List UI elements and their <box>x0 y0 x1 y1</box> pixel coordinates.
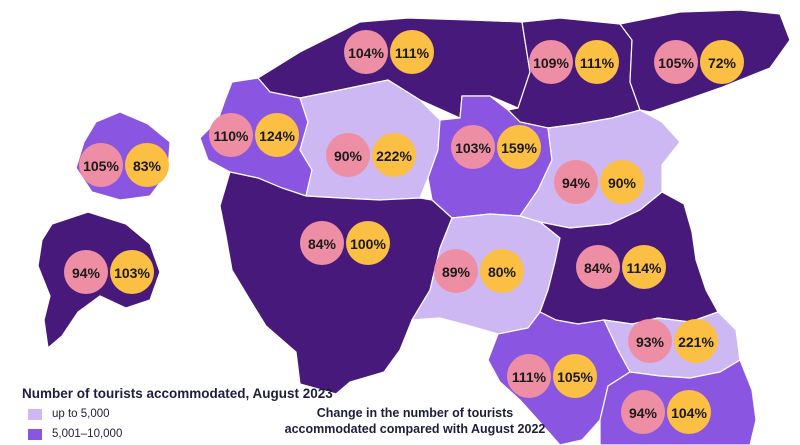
badge-yellow-ida-viru <box>700 40 744 84</box>
legend-item-medium: 5,001–10,000 <box>28 428 122 440</box>
badge-label-yellow-saare: 103% <box>114 265 150 281</box>
badge-pink-rapla <box>326 133 370 177</box>
badge-label-pink-harju: 104% <box>348 45 384 61</box>
badge-label-yellow-jarva: 159% <box>501 140 537 156</box>
badge-label-yellow-hiiu: 83% <box>133 158 162 174</box>
badge-label-pink-voru: 94% <box>629 405 658 421</box>
badge-yellow-tartu <box>622 245 666 289</box>
legend-label-medium: 5,001–10,000 <box>52 428 123 440</box>
badge-label-pink-hiiu: 105% <box>83 158 119 174</box>
badge-label-pink-valga: 111% <box>512 369 547 385</box>
badge-label-pink-saare: 94% <box>72 265 101 281</box>
badge-layer: 104% 111% 109% 111% 105% 72% 110% 124% 105% 83% 90… <box>64 30 744 434</box>
badge-label-yellow-viljandi: 80% <box>488 264 517 280</box>
change-caption-line1: Change in the number of tourists <box>316 406 514 420</box>
badge-yellow-parnu <box>346 221 390 265</box>
badge-yellow-laane <box>255 113 299 157</box>
badge-yellow-valga <box>553 354 597 398</box>
badge-pink-ida-viru <box>654 40 698 84</box>
legend-item-light: up to 5,000 <box>28 408 110 420</box>
badge-yellow-jarva <box>497 125 541 169</box>
badge-label-yellow-parnu: 100% <box>350 236 386 252</box>
badge-pink-laane-viru <box>529 40 573 84</box>
badge-label-yellow-jogeva: 90% <box>608 175 637 191</box>
badge-pink-tartu <box>576 245 620 289</box>
badge-label-yellow-valga: 105% <box>557 369 593 385</box>
badge-label-pink-parnu: 84% <box>308 236 337 252</box>
badge-yellow-polva <box>674 319 718 363</box>
badge-label-yellow-laane-viru: 111% <box>580 55 615 71</box>
badge-yellow-hiiu <box>125 143 169 187</box>
badge-pink-laane <box>209 113 253 157</box>
badge-label-yellow-rapla: 222% <box>376 148 412 164</box>
badge-pink-jarva <box>451 125 495 169</box>
badge-pink-saare <box>64 250 108 294</box>
badge-label-pink-rapla: 90% <box>334 148 363 164</box>
badge-pink-jogeva <box>554 160 598 204</box>
badge-yellow-laane-viru <box>575 40 619 84</box>
badge-label-pink-ida-viru: 105% <box>658 55 694 71</box>
legend-swatch-medium <box>28 428 42 440</box>
change-caption-line2: accommodated compared with August 2022 <box>284 422 546 436</box>
badge-pink-valga <box>507 354 551 398</box>
legend-swatch-light <box>28 408 42 420</box>
badge-label-pink-laane: 110% <box>213 128 249 144</box>
badge-pink-viljandi <box>434 249 478 293</box>
badge-pink-voru <box>621 390 665 434</box>
badge-label-yellow-harju: 111% <box>395 45 430 61</box>
badge-label-pink-tartu: 84% <box>584 260 613 276</box>
badge-pink-harju <box>344 30 388 74</box>
badge-pink-polva <box>628 319 672 363</box>
badge-label-yellow-voru: 104% <box>671 405 707 421</box>
change-caption: Change in the number of tourists accommo… <box>280 405 550 437</box>
badge-label-pink-laane-viru: 109% <box>533 55 569 71</box>
badge-yellow-saare <box>110 250 154 294</box>
badge-yellow-rapla <box>372 133 416 177</box>
badge-yellow-voru <box>667 390 711 434</box>
badge-yellow-jogeva <box>600 160 644 204</box>
badge-label-pink-jogeva: 94% <box>562 175 591 191</box>
badge-yellow-harju <box>390 30 434 74</box>
badge-label-yellow-ida-viru: 72% <box>708 55 737 71</box>
legend-title: Number of tourists accommodated, August … <box>22 386 333 401</box>
badge-label-yellow-tartu: 114% <box>626 260 662 276</box>
badge-label-pink-polva: 93% <box>636 334 665 350</box>
badge-label-yellow-laane: 124% <box>259 128 295 144</box>
badge-pink-parnu <box>300 221 344 265</box>
badge-label-pink-jarva: 103% <box>455 140 491 156</box>
badge-label-pink-viljandi: 89% <box>442 264 471 280</box>
region-parnu[interactable] <box>219 171 453 395</box>
badge-pink-hiiu <box>79 143 123 187</box>
legend-label-light: up to 5,000 <box>52 408 110 420</box>
badge-yellow-viljandi <box>480 249 524 293</box>
badge-label-yellow-polva: 221% <box>678 334 714 350</box>
